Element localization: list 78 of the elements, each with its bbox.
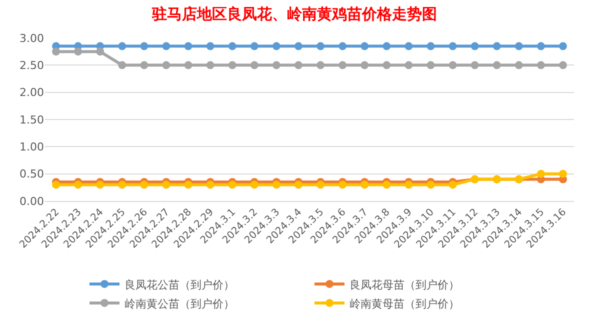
point xyxy=(404,42,413,50)
point xyxy=(426,42,435,50)
point xyxy=(426,180,435,189)
legend-label: 良凤花母苗（到户价） xyxy=(350,278,460,292)
point xyxy=(316,180,325,189)
chart-title: 驻马店地区良凤花、岭南黄鸡苗价格走势图 xyxy=(151,4,437,23)
point xyxy=(162,180,170,189)
point xyxy=(52,48,60,56)
point xyxy=(360,42,369,50)
point xyxy=(338,61,347,70)
point xyxy=(404,180,413,189)
point xyxy=(74,48,82,56)
point xyxy=(228,180,236,189)
y-tick-label: 1.50 xyxy=(20,113,44,126)
point xyxy=(338,42,347,50)
point xyxy=(382,61,391,70)
point xyxy=(118,61,126,70)
y-tick-label: 2.00 xyxy=(20,86,44,100)
point xyxy=(96,48,104,56)
point xyxy=(272,61,280,70)
point xyxy=(470,61,479,70)
point xyxy=(338,180,347,189)
point xyxy=(206,61,214,70)
point xyxy=(162,42,170,50)
legend-label: 良凤花公苗（到户价） xyxy=(124,278,234,292)
point xyxy=(184,42,192,50)
point xyxy=(316,61,325,70)
point xyxy=(448,180,457,189)
point xyxy=(492,61,501,70)
point xyxy=(404,61,413,70)
point xyxy=(140,61,148,70)
point xyxy=(382,180,391,189)
point xyxy=(206,180,214,189)
point xyxy=(250,61,258,70)
point xyxy=(162,61,170,70)
point xyxy=(272,180,280,189)
legend-label: 岭南黄公苗（到户价） xyxy=(124,297,234,310)
point xyxy=(272,42,280,50)
point xyxy=(52,180,60,189)
point xyxy=(514,61,523,70)
point xyxy=(140,180,148,189)
point xyxy=(360,61,369,70)
point xyxy=(118,42,126,50)
point xyxy=(360,180,369,189)
point xyxy=(316,42,325,50)
point xyxy=(250,42,258,50)
legend-label: 岭南黄母苗（到户价） xyxy=(350,297,460,310)
point xyxy=(558,61,567,70)
point xyxy=(294,42,302,50)
point xyxy=(382,42,391,50)
point xyxy=(448,61,457,70)
y-tick-label: 1.00 xyxy=(20,140,44,154)
point xyxy=(514,42,523,50)
point xyxy=(448,42,457,50)
y-tick-label: 3.00 xyxy=(20,32,44,45)
point xyxy=(536,170,545,178)
point xyxy=(140,42,148,50)
y-tick-label: 2.50 xyxy=(20,59,44,72)
point xyxy=(492,42,501,50)
point xyxy=(74,180,82,189)
point xyxy=(558,42,567,50)
point xyxy=(536,42,545,50)
point xyxy=(228,42,236,50)
point xyxy=(536,61,545,70)
point xyxy=(470,42,479,50)
point xyxy=(118,180,126,189)
point xyxy=(96,180,104,189)
point xyxy=(206,42,214,50)
point xyxy=(294,61,302,70)
point xyxy=(228,61,236,70)
point xyxy=(250,180,258,189)
point xyxy=(184,180,192,189)
point xyxy=(184,61,192,70)
y-tick-label: 0.50 xyxy=(20,168,44,181)
point xyxy=(294,180,302,189)
point xyxy=(558,170,567,178)
y-tick-label: 0.00 xyxy=(20,194,44,208)
point xyxy=(426,61,435,70)
